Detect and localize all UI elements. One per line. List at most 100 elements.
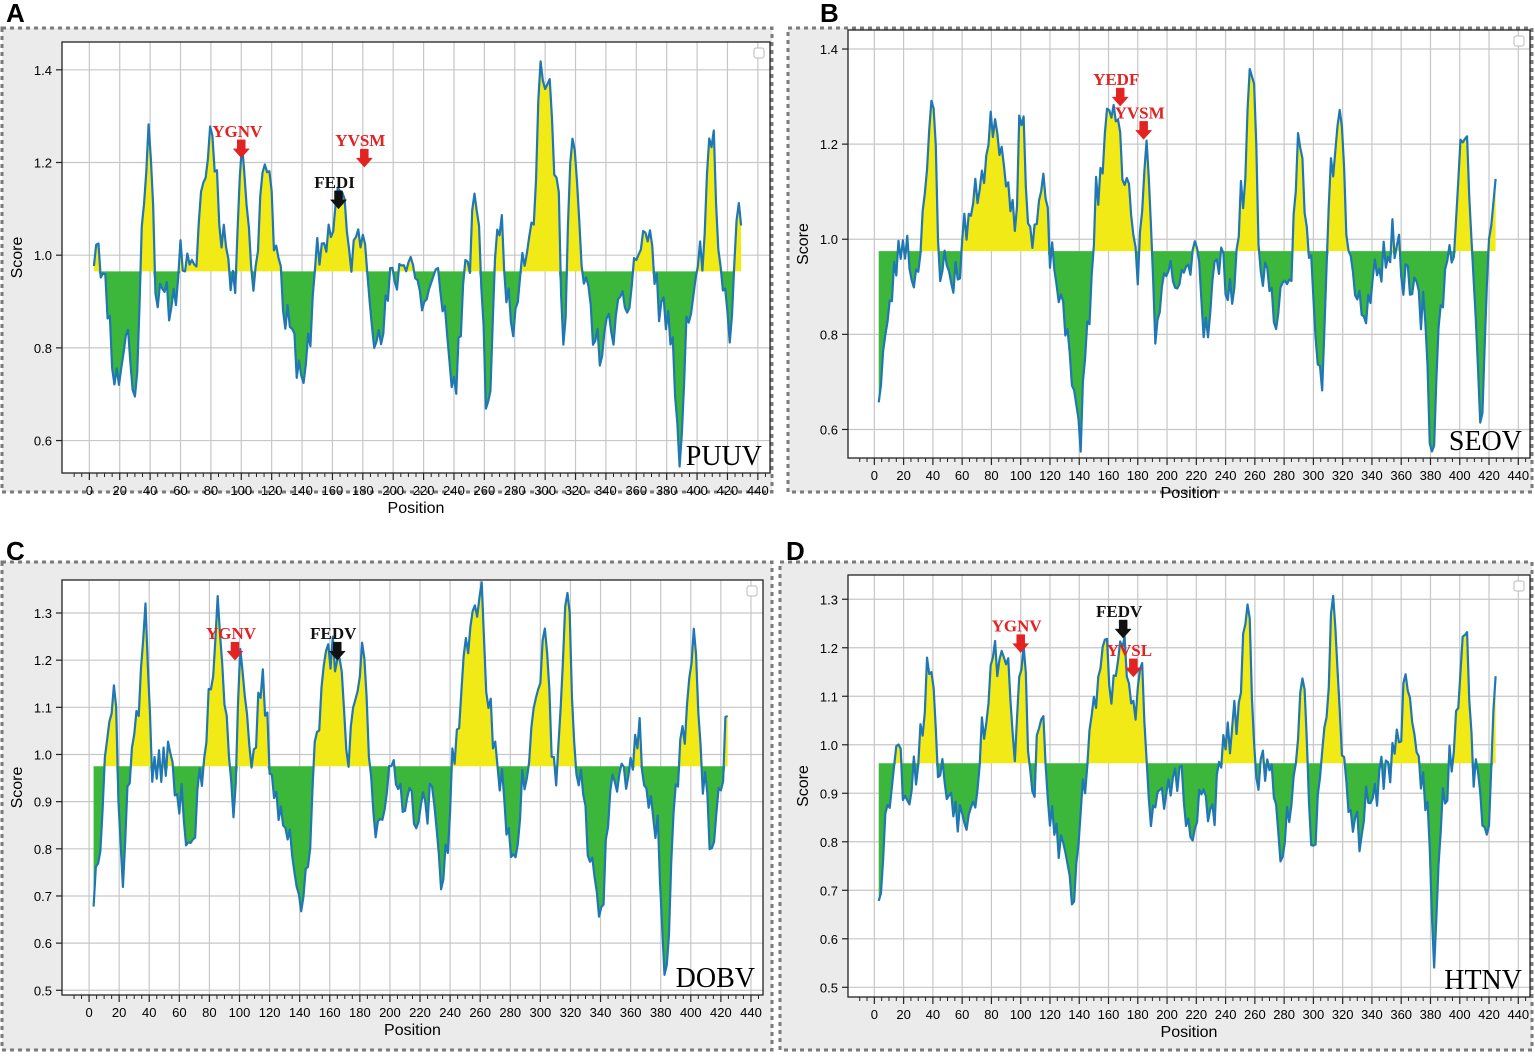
x-tick-label: 160: [1098, 1007, 1120, 1022]
y-tick-label: 1.0: [34, 248, 52, 263]
x-tick-label: 440: [740, 1005, 762, 1020]
y-tick-label: 0.6: [820, 932, 838, 947]
x-tick-label: 80: [984, 1007, 998, 1022]
annotation-arrow: [1111, 87, 1129, 107]
motif-label: FEDV: [310, 624, 357, 643]
x-tick-label: 380: [656, 483, 678, 498]
x-tick-label: 60: [172, 1005, 186, 1020]
x-tick-label: 40: [926, 1007, 940, 1022]
motif-annotation: YGNV: [212, 122, 263, 159]
y-tick-label: 1.3: [34, 606, 52, 621]
x-tick-label: 180: [349, 1005, 371, 1020]
y-tick-label: 0.6: [34, 434, 52, 449]
y-tick-label: 0.8: [820, 835, 838, 850]
x-tick-label: 320: [1332, 468, 1354, 483]
virus-name: DOBV: [676, 963, 755, 994]
annotation-arrow: [1135, 121, 1153, 140]
y-tick-label: 0.7: [820, 883, 838, 898]
above-threshold-area: [878, 68, 1496, 252]
x-tick-label: 320: [565, 483, 587, 498]
x-axis-label: Position: [388, 500, 445, 517]
y-tick-label: 1.0: [820, 232, 838, 247]
x-tick-label: 380: [1420, 1007, 1442, 1022]
x-axis-label: Position: [1161, 1024, 1218, 1041]
x-tick-label: 260: [1244, 1007, 1266, 1022]
x-tick-label: 400: [1449, 468, 1471, 483]
y-tick-label: 1.0: [34, 747, 52, 762]
x-tick-label: 420: [710, 1005, 732, 1020]
x-tick-label: 180: [1127, 1007, 1149, 1022]
motif-label: YEDF: [1093, 70, 1139, 89]
legend-box: [746, 585, 758, 597]
annotation-arrow: [232, 139, 250, 159]
y-axis-label: Score: [9, 237, 26, 279]
x-tick-label: 80: [204, 483, 218, 498]
x-tick-label: 220: [1185, 1007, 1207, 1022]
score-line: [92, 581, 729, 976]
x-tick-label: 180: [352, 483, 374, 498]
x-tick-label: 340: [595, 483, 617, 498]
legend-box: [1513, 580, 1525, 592]
x-tick-label: 100: [1010, 468, 1032, 483]
motif-annotation: YEDF: [1093, 70, 1139, 107]
x-tick-label: 120: [261, 483, 283, 498]
y-tick-label: 0.8: [820, 327, 838, 342]
x-tick-label: 360: [1390, 1007, 1412, 1022]
panel-label: A: [6, 0, 25, 28]
x-tick-label: 240: [1215, 1007, 1237, 1022]
x-tick-label: 380: [650, 1005, 672, 1020]
motif-annotation: YVSL: [1107, 641, 1152, 678]
y-tick-label: 0.5: [34, 983, 52, 998]
x-tick-label: 260: [474, 483, 496, 498]
panel-label: B: [820, 0, 839, 28]
y-tick-label: 1.4: [34, 63, 52, 78]
x-tick-label: 0: [871, 1007, 878, 1022]
x-tick-label: 440: [747, 483, 769, 498]
motif-label: YVSM: [335, 131, 385, 150]
motif-annotation: YGNV: [206, 624, 257, 661]
panel-label: C: [6, 536, 25, 566]
x-tick-label: 20: [112, 483, 126, 498]
x-tick-label: 40: [926, 468, 940, 483]
x-tick-label: 380: [1420, 468, 1442, 483]
x-tick-label: 440: [1507, 468, 1529, 483]
annotation-arrow: [1114, 619, 1132, 639]
x-tick-label: 100: [1010, 1007, 1032, 1022]
x-tick-label: 320: [1332, 1007, 1354, 1022]
x-tick-label: 220: [409, 1005, 431, 1020]
x-tick-label: 0: [85, 1005, 92, 1020]
motif-annotation: FEDV: [310, 624, 357, 661]
panel-b: B 0 20 40 60 80 100 120 140 160 180 200 220 240 260 280…: [786, 0, 1534, 502]
legend-box: [753, 47, 765, 59]
y-tick-label: 0.9: [820, 786, 838, 801]
x-axis-label: Position: [1161, 485, 1218, 502]
x-tick-label: 20: [112, 1005, 126, 1020]
motif-annotation: FEDV: [1096, 602, 1143, 639]
x-tick-label: 240: [443, 483, 465, 498]
x-tick-label: 400: [680, 1005, 702, 1020]
x-tick-label: 360: [620, 1005, 642, 1020]
x-tick-label: 300: [1303, 1007, 1325, 1022]
x-tick-label: 200: [382, 483, 404, 498]
x-tick-label: 220: [413, 483, 435, 498]
y-tick-label: 1.4: [820, 42, 838, 57]
y-tick-label: 1.1: [34, 700, 52, 715]
motif-annotation: YVSM: [1115, 103, 1165, 140]
x-tick-label: 220: [1185, 468, 1207, 483]
x-tick-label: 40: [143, 483, 157, 498]
panel-a: A 0 20 40 60 80 100 120 140 160 180 200 220 240 260 280…: [0, 0, 774, 517]
x-tick-label: 240: [1215, 468, 1237, 483]
x-tick-label: 280: [1273, 1007, 1295, 1022]
y-tick-label: 0.6: [820, 422, 838, 437]
x-tick-label: 80: [202, 1005, 216, 1020]
annotation-arrow: [226, 641, 244, 661]
motif-label: FEDV: [1096, 602, 1143, 621]
x-tick-label: 140: [289, 1005, 311, 1020]
x-tick-label: 200: [379, 1005, 401, 1020]
annotation-arrow: [328, 641, 346, 661]
x-tick-label: 420: [1478, 468, 1500, 483]
x-tick-label: 420: [717, 483, 739, 498]
x-tick-label: 140: [291, 483, 313, 498]
motif-label: YVSM: [1115, 103, 1165, 122]
y-tick-label: 0.8: [34, 842, 52, 857]
